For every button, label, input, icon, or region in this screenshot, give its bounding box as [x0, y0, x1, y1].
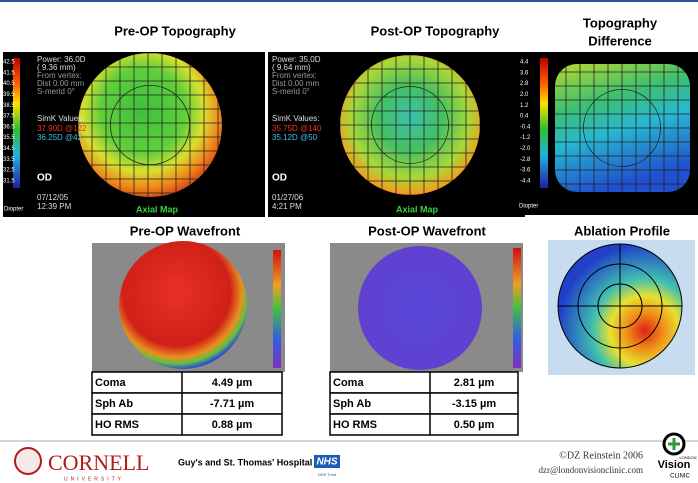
row-label: Sph Ab	[333, 398, 371, 410]
scale-label: 0.4	[520, 114, 529, 120]
simk-value: 36.25D @42	[37, 133, 83, 142]
time: 4:21 PM	[272, 202, 302, 211]
section-title: Post-OP Wavefront	[368, 223, 486, 238]
copyright: ©DZ Reinstein 2006	[559, 450, 643, 461]
row-label: HO RMS	[333, 419, 377, 431]
row-label: HO RMS	[95, 419, 139, 431]
scale-label: 36.5	[3, 124, 15, 130]
simk-value: 35.75D @140	[272, 124, 322, 133]
section-title: Difference	[588, 33, 652, 48]
scale-label: 3.6	[520, 70, 529, 76]
scale-label: -1.2	[520, 135, 531, 141]
simk-label: SimK Values:	[272, 114, 319, 123]
pre-topo-map	[78, 53, 222, 197]
scale-label: 42.5	[3, 60, 15, 66]
simk-value: 37.90D @122	[37, 124, 87, 133]
simk-label: SimK Values:	[37, 114, 84, 123]
time: 12:39 PM	[37, 202, 72, 211]
nhs-trust: NHS Trust	[318, 472, 337, 477]
color-bar	[273, 250, 281, 368]
section-title: Topography	[583, 15, 658, 30]
scale-label: 34.5	[3, 146, 15, 152]
scale-bar	[540, 58, 548, 188]
hospital: Guy's and St. Thomas' Hospital	[178, 457, 312, 467]
slide: Pre-OP Topography 42.5 41.5 40.5 39.5 38.5 37.…	[0, 0, 698, 483]
map-name: Axial Map	[136, 204, 179, 214]
scale-label: -4.4	[520, 178, 531, 184]
row-value: 2.81 µm	[454, 377, 495, 389]
scale-label: 39.5	[3, 92, 15, 98]
nhs: NHS	[316, 457, 337, 468]
section-title: Ablation Profile	[574, 223, 670, 238]
row-label: Coma	[95, 377, 126, 389]
scale-label: 38.5	[3, 103, 15, 109]
scale-label: 40.5	[3, 81, 15, 87]
scale-label: 32.5	[3, 168, 15, 174]
email: dzr@londonvisionclinic.com	[538, 465, 643, 475]
scale-label: 35.5	[3, 135, 15, 141]
scale-label: 2.0	[520, 92, 529, 98]
section-title: Pre-OP Topography	[114, 23, 236, 38]
row-value: 4.49 µm	[212, 377, 253, 389]
scale-label: -2.8	[520, 157, 531, 163]
scale-label: -0.4	[520, 124, 531, 130]
row-label: Coma	[333, 377, 364, 389]
row-value: -7.71 µm	[210, 398, 254, 410]
color-bar	[513, 248, 521, 368]
scale-label: 2.8	[520, 81, 529, 87]
scale-label: 31.5	[3, 178, 15, 184]
scale-label: -3.6	[520, 168, 531, 174]
scale-label: -2.0	[520, 146, 531, 152]
simk-value: 35.12D @50	[272, 133, 318, 142]
section-title: Post-OP Topography	[371, 23, 501, 38]
clinic-bottom: CLINIC	[670, 474, 690, 480]
row-label: Sph Ab	[95, 398, 133, 410]
scale-label: 33.5	[3, 157, 15, 163]
scale-label: 37.5	[3, 114, 15, 120]
scale-label: 41.5	[3, 70, 15, 76]
post-wavefront-map	[358, 246, 482, 370]
info-line: S-merid 0°	[272, 87, 310, 96]
eye: OD	[37, 173, 52, 184]
section-title: Pre-OP Wavefront	[130, 223, 241, 238]
date: 01/27/06	[272, 193, 304, 202]
scale-unit: Diopter	[4, 207, 23, 213]
pre-wavefront-map	[119, 241, 247, 369]
cornell-seal	[15, 448, 41, 474]
row-value: 0.88 µm	[212, 419, 253, 431]
page: {"topography": [ {"title": "Pre-OP Topog…	[0, 0, 698, 483]
date: 07/12/05	[37, 193, 69, 202]
row-value: -3.15 µm	[452, 398, 496, 410]
clinic-name: Vision	[658, 459, 691, 471]
eye: OD	[272, 173, 287, 184]
map-name: Axial Map	[396, 204, 439, 214]
scale-unit: Diopter	[519, 204, 538, 210]
scale-label: 1.2	[520, 103, 529, 109]
row-value: 0.50 µm	[454, 419, 495, 431]
university: UNIVERSITY	[64, 476, 124, 482]
info-line: S-merid 0°	[37, 87, 75, 96]
scale-label: 4.4	[520, 60, 529, 66]
cornell: CORNELL	[48, 450, 149, 475]
